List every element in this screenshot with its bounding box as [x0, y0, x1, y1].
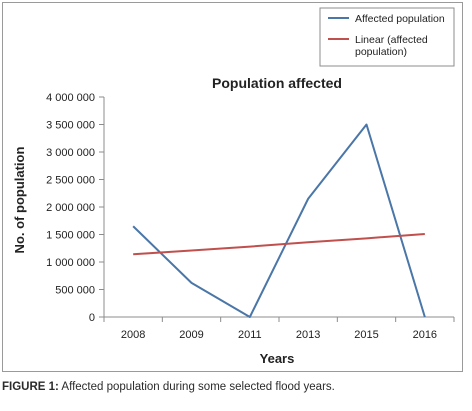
figure-caption-label: FIGURE 1:	[2, 381, 59, 393]
y-tick-label: 1 000 000	[46, 257, 95, 269]
x-tick-label: 2008	[121, 329, 145, 341]
y-tick-label: 0	[89, 312, 95, 324]
x-tick-label: 2013	[296, 329, 320, 341]
figure-caption-text: Affected population during some selected…	[58, 381, 335, 393]
series-line	[132, 123, 426, 318]
y-tick-label: 4 000 000	[46, 92, 95, 104]
legend-label: Affected population	[355, 13, 445, 25]
y-tick-label: 2 000 000	[46, 202, 95, 214]
x-tick-label: 2011	[238, 329, 262, 341]
y-tick-label: 2 500 000	[46, 175, 95, 187]
legend-label: Linear (affected population)	[355, 34, 428, 58]
y-tick-label: 500 000	[55, 285, 95, 297]
x-tick-label: 2016	[413, 329, 437, 341]
y-tick-label: 3 500 000	[46, 120, 95, 132]
y-tick-label: 3 000 000	[46, 147, 95, 159]
x-tick-label: 2015	[354, 329, 378, 341]
legend-box	[319, 7, 455, 67]
chart-title: Population affected	[212, 75, 342, 91]
x-tick-label: 2009	[179, 329, 203, 341]
trend-line	[133, 232, 425, 256]
figure-caption: FIGURE 1: Affected population during som…	[2, 381, 470, 393]
y-tick-label: 1 500 000	[46, 230, 95, 242]
y-axis-label: No. of population	[12, 147, 27, 254]
x-axis-label: Years	[260, 351, 295, 366]
